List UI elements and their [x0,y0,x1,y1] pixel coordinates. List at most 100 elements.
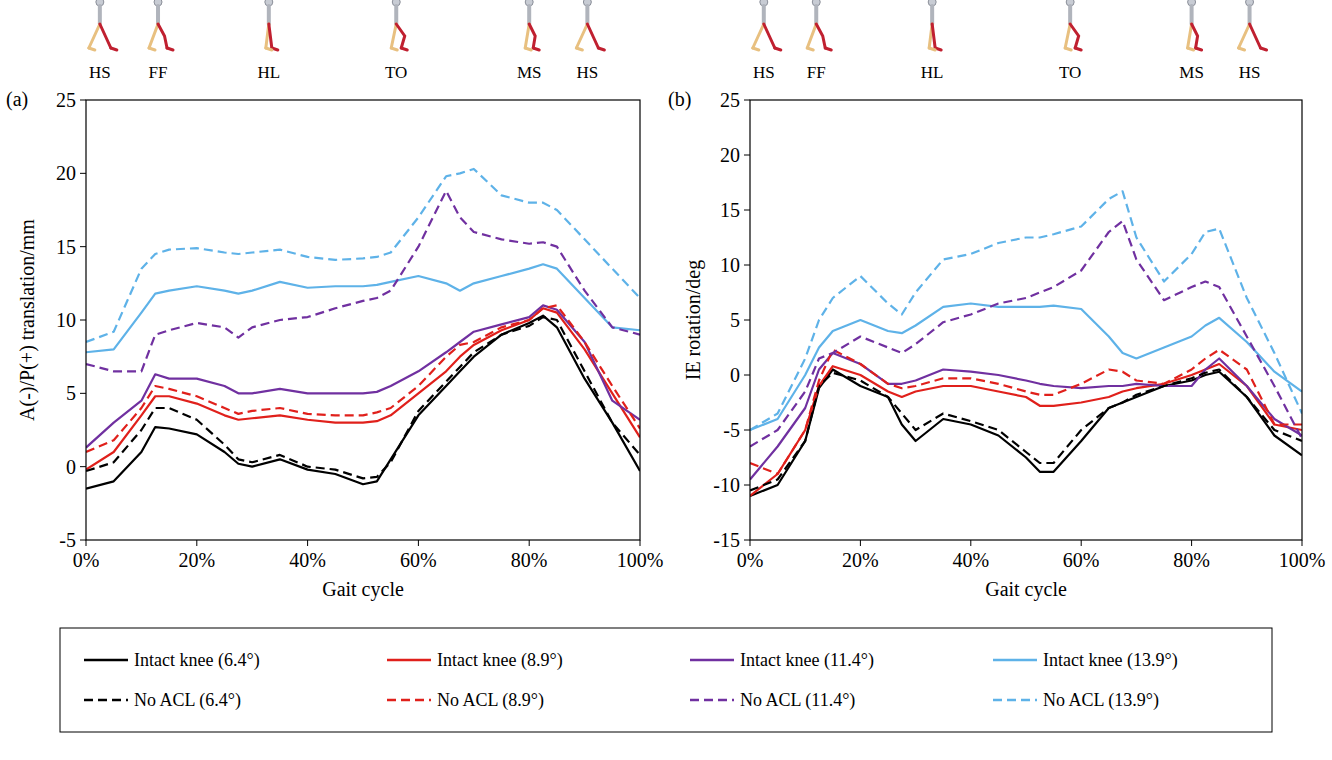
walker-foot [89,48,95,50]
x-tick [750,540,751,546]
y-tick-label: 0 [730,364,740,386]
series-line [86,317,640,478]
y-tick [744,320,750,321]
series-line [750,364,1302,496]
y-axis-title: A(-)/P(+) translation/mm [16,219,39,421]
walker-trunk [527,6,531,24]
series-line [750,370,1302,497]
legend-swatch [690,659,734,662]
x-tick-label: 20% [178,549,215,571]
walker-leg [1065,24,1070,48]
x-tick-label: 80% [1173,549,1210,571]
y-tick [80,100,86,101]
series-line [750,353,1302,480]
phase-label: FF [807,63,826,82]
y-tick [80,320,86,321]
walker-foot [576,48,582,50]
walker-trunk [930,6,934,24]
walker-leg [764,24,775,48]
walker-leg [1188,24,1192,48]
x-tick-label: 60% [1063,549,1100,571]
panel: HSFFHLTOMSHS(b)-15-10-505101520250%20%40… [668,0,1325,601]
plot-frame [86,100,640,540]
x-tick-label: 40% [952,549,989,571]
walker-leg [816,24,825,48]
walker-trunk [1068,6,1072,24]
y-tick [80,540,86,541]
plot-frame [750,100,1302,540]
walker-foot [533,48,539,50]
phase-label: TO [1059,63,1081,82]
x-tick [860,540,861,546]
x-tick-label: 80% [511,549,548,571]
phase-label: HS [577,63,599,82]
legend-label: Intact knee (11.4°) [740,650,874,671]
walker-foot [929,48,935,50]
walker-leg [100,24,111,48]
panel-letter: (b) [668,88,691,111]
series-line [86,264,640,352]
walker-leg [525,24,529,48]
walker-foot [401,48,407,50]
legend-swatch [84,699,128,702]
y-tick-label: 15 [56,236,76,258]
x-tick [640,540,641,546]
walker-foot [1196,48,1202,50]
y-tick [80,246,86,247]
walker-leg [149,24,158,48]
legend-label: No ACL (13.9°) [1043,690,1159,711]
x-tick-label: 0% [73,549,100,571]
x-tick [86,540,87,546]
y-tick [744,265,750,266]
series-line [86,169,640,342]
walker-leg [396,24,405,48]
y-tick-label: -10 [713,474,740,496]
y-tick [80,173,86,174]
y-tick [744,210,750,211]
x-tick-label: 100% [1279,549,1326,571]
panel-letter: (a) [6,88,28,111]
y-tick-label: -15 [713,529,740,551]
figure: HSFFHLTOMSHS(a)-505101520250%20%40%60%80… [0,0,1332,760]
x-tick [418,540,419,546]
legend-frame [60,628,1272,732]
walker-foot [825,48,831,50]
walker-foot [167,48,173,50]
x-tick-label: 60% [400,549,437,571]
walker-trunk [98,6,102,24]
legend-label: No ACL (8.9°) [437,690,544,711]
y-tick-label: -5 [723,419,740,441]
series-line [86,305,640,447]
walker-leg [89,24,100,48]
walker-foot [753,48,759,50]
walker-leg [1250,24,1261,48]
y-tick-label: 5 [66,382,76,404]
walker-trunk [585,6,589,24]
x-tick [307,540,308,546]
legend-swatch [993,699,1037,702]
walker-foot [1075,48,1081,50]
walker-trunk [394,6,398,24]
walker-foot [1261,48,1267,50]
y-tick [744,540,750,541]
x-tick [1302,540,1303,546]
x-tick-label: 100% [617,549,664,571]
x-tick-label: 0% [737,549,764,571]
phase-label: TO [385,63,407,82]
x-tick [1191,540,1192,546]
phase-label: HL [257,63,280,82]
y-tick-label: 15 [720,199,740,221]
y-tick-label: 25 [56,89,76,111]
walker-foot [266,48,272,50]
series-line [86,191,640,371]
y-tick-label: 0 [66,456,76,478]
phase-label: MS [517,63,542,82]
legend-label: Intact knee (8.9°) [437,650,563,671]
phase-label: FF [149,63,168,82]
walker-leg [753,24,764,48]
y-tick [744,375,750,376]
walker-foot [111,48,117,50]
walker-foot [1239,48,1245,50]
walker-foot [525,48,531,50]
y-tick-label: -5 [59,529,76,551]
